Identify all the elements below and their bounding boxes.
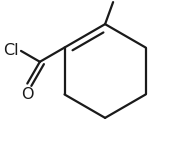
Text: O: O <box>21 87 33 102</box>
Text: Cl: Cl <box>3 43 18 58</box>
